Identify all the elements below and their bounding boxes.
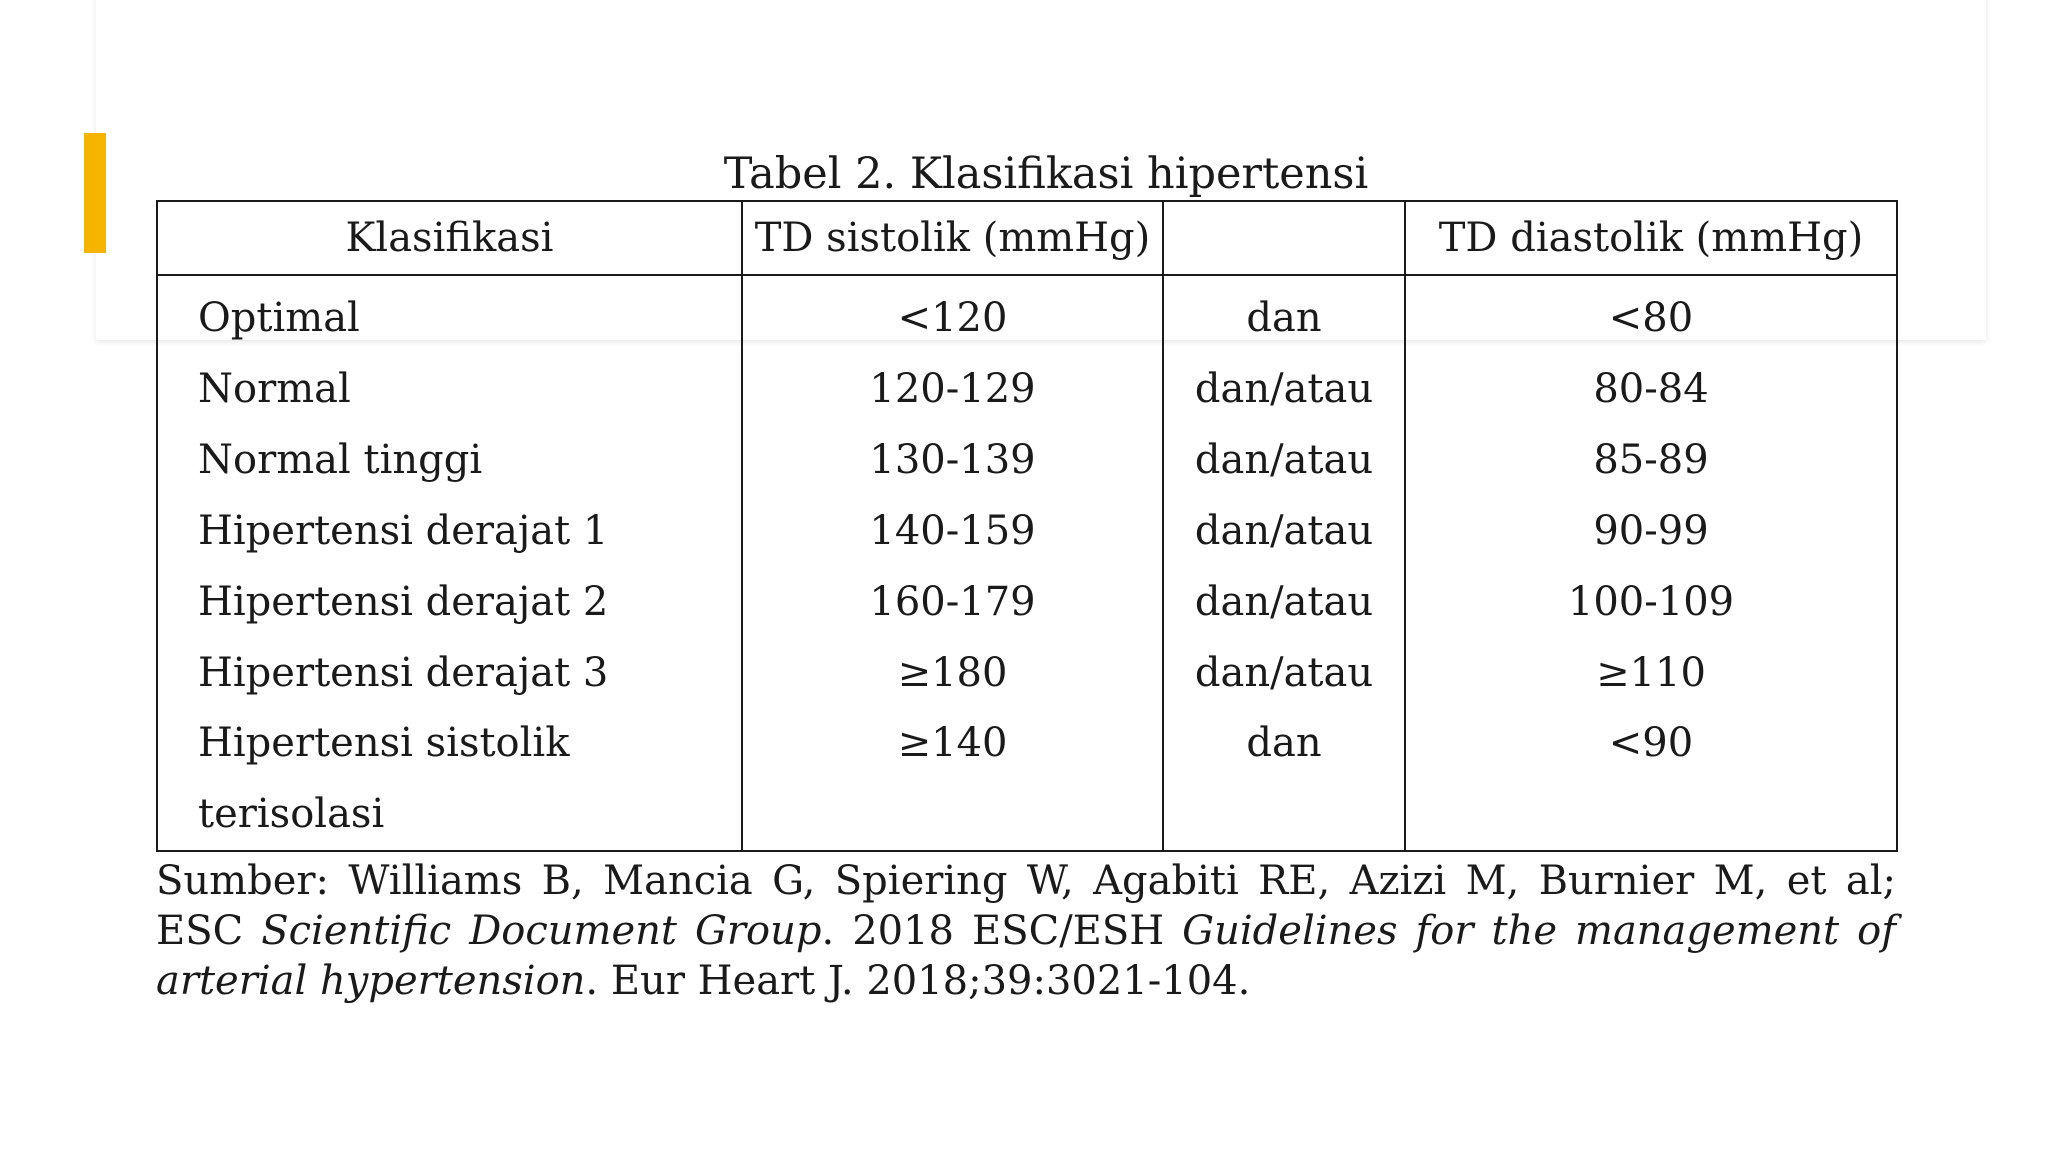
cell-klasifikasi: Normal tinggi	[156, 424, 743, 495]
table-figure: Tabel 2. Klasifikasi hipertensi Klasifik…	[156, 148, 1898, 1006]
cell-klasifikasi: Normal	[156, 353, 743, 424]
cell-operator: dan/atau	[1162, 637, 1406, 708]
source-italic-title: Guidelines for the management of arteria…	[156, 908, 1897, 1004]
classification-table: Klasifikasi TD sistolik (mmHg) TD diasto…	[156, 200, 1898, 852]
cell-sistolik: <120	[741, 275, 1164, 353]
cell-sistolik: ≥140	[741, 708, 1164, 852]
cell-klasifikasi: Hipertensi derajat 3	[156, 637, 743, 708]
cell-operator: dan	[1162, 275, 1406, 353]
cell-sistolik: 120-129	[741, 353, 1164, 424]
source-prefix: Sumber: Williams B, Mancia G, Spiering W…	[156, 858, 1896, 954]
table-title: Tabel 2. Klasifikasi hipertensi	[723, 149, 1369, 199]
cell-operator: dan/atau	[1162, 424, 1406, 495]
table-row: Hipertensi derajat 2 160-179 dan/atau 10…	[156, 566, 1898, 637]
table-header-row: Klasifikasi TD sistolik (mmHg) TD diasto…	[156, 200, 1898, 276]
table-row: Normal tinggi 130-139 dan/atau 85-89	[156, 424, 1898, 495]
cell-klasifikasi-line1: Hipertensi sistolik	[198, 720, 570, 766]
cell-diastolik: ≥110	[1404, 637, 1898, 708]
source-middle: . 2018 ESC/ESH	[821, 908, 1183, 954]
header-klasifikasi: Klasifikasi	[156, 200, 743, 276]
cell-klasifikasi: Hipertensi derajat 1	[156, 495, 743, 566]
table-row: Hipertensi derajat 1 140-159 dan/atau 90…	[156, 495, 1898, 566]
cell-diastolik: 90-99	[1404, 495, 1898, 566]
cell-sistolik: 130-139	[741, 424, 1164, 495]
cell-klasifikasi: Optimal	[156, 275, 743, 353]
cell-diastolik: <80	[1404, 275, 1898, 353]
cell-operator: dan	[1162, 708, 1406, 852]
cell-klasifikasi: Hipertensi sistolik terisolasi	[156, 708, 743, 852]
source-citation: Sumber: Williams B, Mancia G, Spiering W…	[156, 856, 1896, 1006]
cell-sistolik: 140-159	[741, 495, 1164, 566]
accent-bar	[84, 133, 106, 253]
cell-klasifikasi-line2: terisolasi	[198, 791, 385, 837]
cell-diastolik: <90	[1404, 708, 1898, 852]
table-row: Hipertensi derajat 3 ≥180 dan/atau ≥110	[156, 637, 1898, 708]
cell-klasifikasi: Hipertensi derajat 2	[156, 566, 743, 637]
header-operator	[1162, 200, 1406, 276]
cell-diastolik: 80-84	[1404, 353, 1898, 424]
cell-sistolik: ≥180	[741, 637, 1164, 708]
table-row: Hipertensi sistolik terisolasi ≥140 dan <…	[156, 708, 1898, 852]
cell-diastolik: 100-109	[1404, 566, 1898, 637]
source-italic-group: Scientific Document Group	[261, 908, 822, 954]
table-row: Optimal <120 dan <80	[156, 275, 1898, 353]
cell-operator: dan/atau	[1162, 495, 1406, 566]
header-diastolik: TD diastolik (mmHg)	[1404, 200, 1898, 276]
cell-operator: dan/atau	[1162, 566, 1406, 637]
cell-diastolik: 85-89	[1404, 424, 1898, 495]
cell-operator: dan/atau	[1162, 353, 1406, 424]
header-sistolik: TD sistolik (mmHg)	[741, 200, 1164, 276]
cell-sistolik: 160-179	[741, 566, 1164, 637]
source-suffix: . Eur Heart J. 2018;39:3021-104.	[585, 958, 1251, 1004]
table-row: Normal 120-129 dan/atau 80-84	[156, 353, 1898, 424]
